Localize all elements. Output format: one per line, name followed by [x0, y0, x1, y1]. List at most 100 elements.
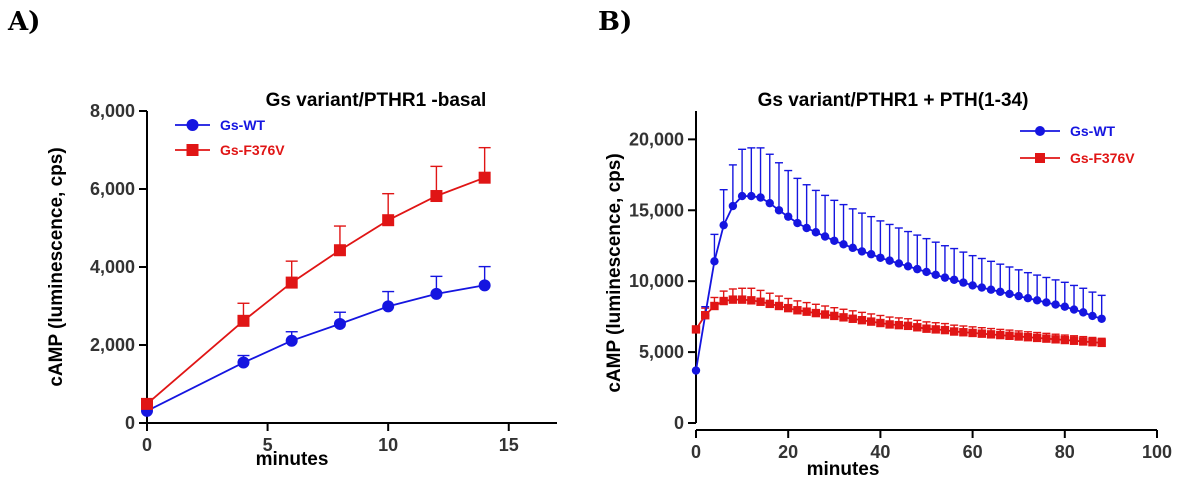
legend-label: Gs-WT	[1070, 123, 1116, 139]
data-point	[940, 273, 950, 282]
data-point	[894, 259, 904, 268]
data-point	[237, 314, 250, 327]
data-point	[285, 334, 298, 347]
data-point	[1069, 336, 1079, 345]
x-tick-label: 0	[142, 435, 152, 455]
data-point	[857, 315, 867, 325]
data-point	[839, 313, 848, 322]
data-point	[811, 308, 821, 318]
data-point	[959, 328, 968, 337]
data-point	[903, 321, 913, 331]
data-point	[857, 247, 867, 256]
data-point	[747, 296, 756, 305]
data-point	[802, 307, 811, 316]
data-point	[876, 318, 885, 328]
data-point	[940, 325, 950, 335]
y-tick-label: 5,000	[639, 342, 684, 362]
y-tick-label: 10,000	[629, 271, 684, 291]
data-point	[820, 232, 830, 241]
data-point	[1079, 308, 1088, 317]
y-tick-label: 4,000	[90, 257, 135, 277]
data-point	[866, 317, 876, 326]
data-point	[1014, 291, 1023, 301]
data-point	[820, 310, 830, 319]
data-point	[333, 317, 346, 330]
data-point	[931, 270, 940, 279]
data-point	[719, 220, 728, 230]
y-axis-label: cAMP (luminescence, cps)	[46, 147, 67, 386]
axes: 0 2,000 4,000 6,000 8,000 0 5 10 15	[90, 101, 557, 455]
error-bars	[237, 146, 491, 363]
data-point	[1051, 300, 1060, 309]
legend-label: Gs-F376V	[220, 142, 285, 158]
data-point	[986, 285, 996, 294]
data-point	[1023, 333, 1033, 342]
data-point	[885, 256, 894, 265]
data-point	[830, 311, 839, 321]
data-point	[1088, 311, 1097, 321]
data-point	[756, 193, 765, 202]
data-point	[1032, 296, 1042, 305]
data-point	[839, 240, 848, 249]
data-point	[728, 295, 738, 304]
y-tick-label: 2,000	[90, 335, 135, 355]
data-point	[959, 278, 968, 287]
panel-label-b: B)	[598, 7, 632, 37]
data-point	[1005, 331, 1014, 340]
data-point	[922, 324, 931, 333]
legend: Gs-WT Gs-F376V	[1020, 123, 1135, 166]
data-point	[719, 296, 728, 306]
data-point	[977, 329, 987, 338]
data-point	[876, 253, 885, 262]
data-point	[691, 366, 701, 375]
chart-title: Gs variant/PTHR1 -basal	[266, 90, 487, 111]
data-point	[1079, 337, 1088, 346]
data-point	[949, 275, 959, 284]
data-point	[774, 301, 784, 311]
legend-marker	[1035, 126, 1045, 136]
series-line	[146, 284, 485, 412]
data-point	[478, 171, 491, 184]
data-point	[913, 323, 922, 332]
data-point	[968, 328, 977, 338]
x-axis-label: minutes	[256, 449, 329, 470]
error-bars	[701, 147, 1106, 343]
data-point	[1097, 314, 1106, 323]
x-tick-label: 5	[263, 435, 273, 455]
data-point	[774, 206, 784, 215]
data-point	[691, 325, 701, 334]
data-point	[1023, 294, 1033, 303]
x-tick-label: 80	[1055, 442, 1075, 462]
data-point	[866, 250, 876, 259]
series-group	[141, 171, 491, 417]
data-point	[237, 356, 250, 369]
data-point	[710, 257, 719, 266]
data-point	[285, 276, 298, 289]
data-point	[977, 283, 987, 292]
data-point	[430, 190, 443, 203]
x-tick-label: 10	[378, 435, 398, 455]
data-point	[1088, 337, 1097, 347]
x-tick-label: 0	[691, 442, 701, 462]
y-tick-label: 15,000	[629, 200, 684, 220]
data-point	[830, 236, 839, 245]
data-point	[1042, 298, 1051, 307]
data-point	[747, 191, 756, 201]
data-point	[765, 299, 774, 309]
y-tick-label: 6,000	[90, 179, 135, 199]
legend-label: Gs-WT	[220, 117, 266, 133]
data-point	[478, 279, 491, 292]
legend-marker	[186, 144, 199, 156]
data-point	[986, 330, 996, 339]
x-tick-label: 60	[963, 442, 983, 462]
chart-basal: Gs variant/PTHR1 -basal minutes cAMP (lu…	[46, 90, 557, 470]
y-tick-label: 20,000	[629, 129, 684, 149]
data-point	[765, 198, 774, 208]
data-point	[885, 320, 894, 329]
data-point	[1069, 305, 1079, 314]
data-point	[333, 244, 346, 257]
data-point	[1051, 335, 1060, 344]
data-point	[903, 262, 913, 271]
data-point	[1097, 338, 1106, 348]
